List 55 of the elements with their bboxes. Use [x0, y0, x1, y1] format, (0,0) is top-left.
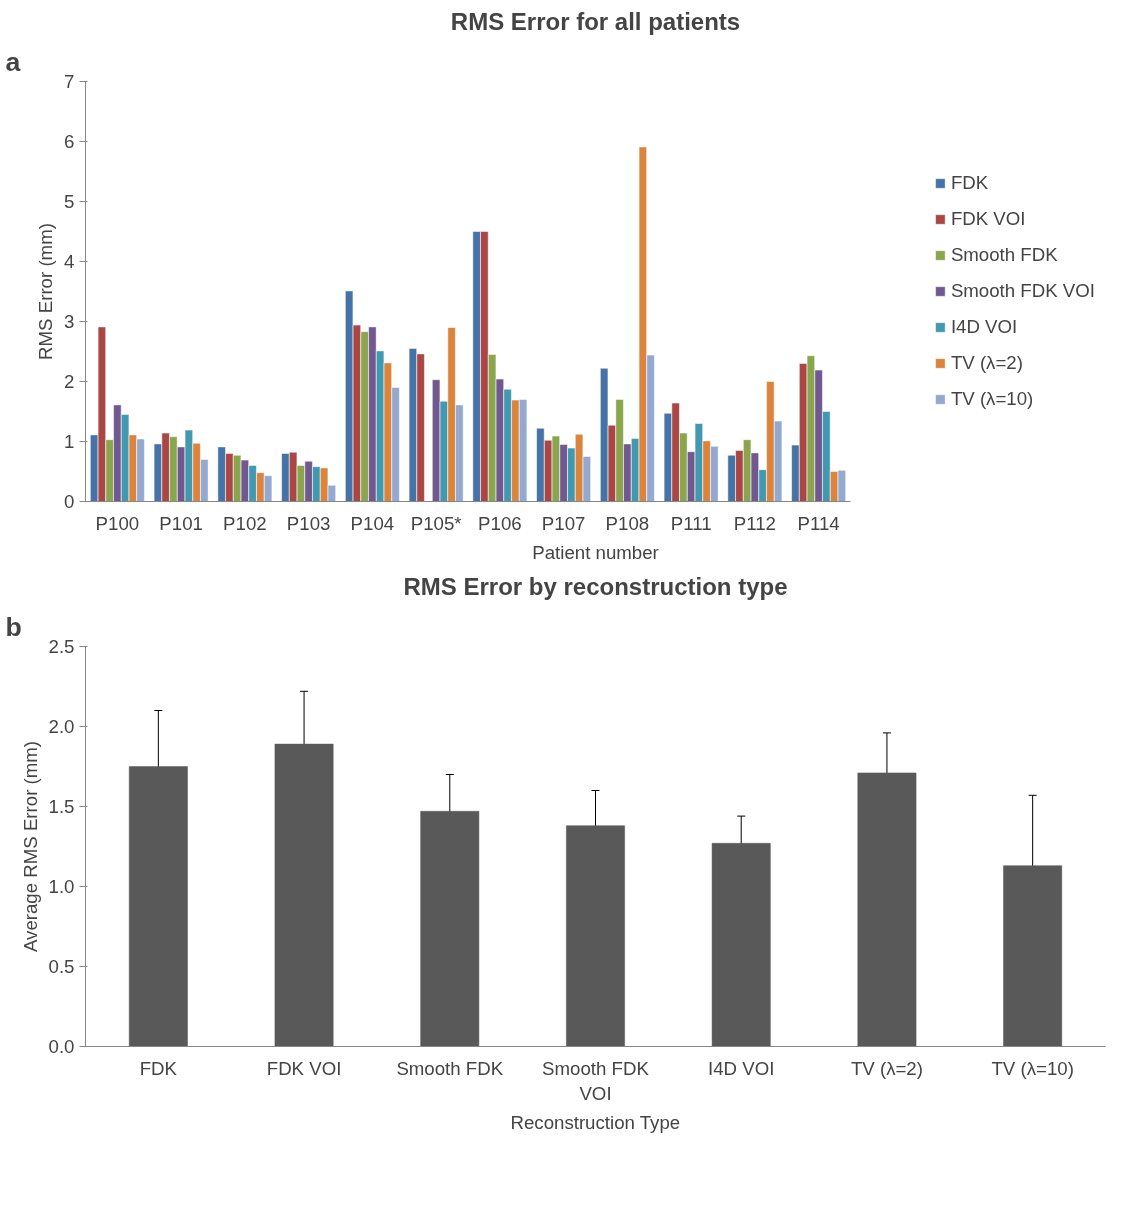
x-tick-label: P111 — [670, 512, 712, 534]
chart-title: RMS Error for all patients — [450, 7, 741, 35]
x-tick-label: P114 — [797, 512, 840, 534]
y-tick-label: 1.5 — [48, 796, 75, 817]
y-tick-label: 2 — [64, 371, 75, 392]
y-tick-label: 3 — [64, 311, 75, 332]
text: a — [5, 46, 21, 77]
x-tick-label: P102 — [223, 512, 267, 534]
y-tick-label: 0 — [64, 491, 75, 512]
legend-label: TV (λ=10) — [950, 388, 1034, 410]
y-tick-label: 0.5 — [48, 956, 75, 977]
y-tick-label: 1.0 — [48, 876, 75, 897]
text: b — [5, 611, 22, 642]
x-tick-label: FDK — [139, 1057, 178, 1079]
y-tick-label: 5 — [64, 191, 75, 212]
x-tick-label: P101 — [159, 512, 203, 534]
x-tick-label: P104 — [350, 512, 395, 534]
y-tick-label: 7 — [64, 71, 75, 92]
y-tick-label: 2.5 — [48, 636, 75, 657]
bar — [566, 825, 625, 1047]
bar — [420, 811, 480, 1047]
y-axis-title: RMS Error (mm) — [35, 223, 57, 360]
x-tick-label: FDK VOI — [266, 1057, 342, 1079]
x-tick-label: TV (λ=10) — [991, 1057, 1074, 1079]
x-tick-label: P112 — [733, 512, 776, 534]
x-tick-label: P107 — [541, 512, 586, 534]
x-tick-label: P103 — [286, 512, 331, 534]
bar — [857, 772, 917, 1047]
y-axis-title: Average RMS Error (mm) — [19, 740, 41, 953]
y-tick-label: 6 — [64, 131, 75, 152]
x-tick-label: TV (λ=2) — [850, 1057, 923, 1079]
bar — [274, 743, 334, 1047]
x-tick-label: P105* — [410, 512, 462, 534]
x-tick-label: P100 — [95, 512, 140, 534]
x-axis-title: Patient number — [532, 541, 659, 563]
chart-title: RMS Error by reconstruction type — [403, 572, 788, 600]
x-tick-label: Smooth FDK VOI — [542, 1057, 650, 1104]
legend-label: TV (λ=2) — [950, 352, 1023, 374]
x-tick-label: I4D VOI — [708, 1057, 775, 1079]
x-tick-label: Smooth FDK — [396, 1057, 504, 1079]
y-tick-label: 4 — [64, 251, 75, 272]
x-tick-label: P106 — [478, 512, 522, 534]
x-tick-label: P108 — [605, 512, 650, 534]
x-axis-title: Reconstruction Type — [510, 1111, 681, 1133]
legend-label: Smooth FDK VOI — [950, 280, 1095, 302]
y-tick-label: 2.0 — [48, 716, 75, 737]
legend-label: I4D VOI — [950, 316, 1018, 338]
legend-label: FDK VOI — [950, 208, 1026, 230]
bar — [128, 766, 188, 1047]
y-tick-label: 1 — [64, 431, 75, 452]
legend-label: Smooth FDK — [950, 244, 1058, 266]
y-tick-label: 0.0 — [48, 1036, 75, 1057]
legend-label: FDK — [950, 172, 989, 194]
bar — [711, 843, 771, 1047]
bar — [1003, 865, 1063, 1047]
